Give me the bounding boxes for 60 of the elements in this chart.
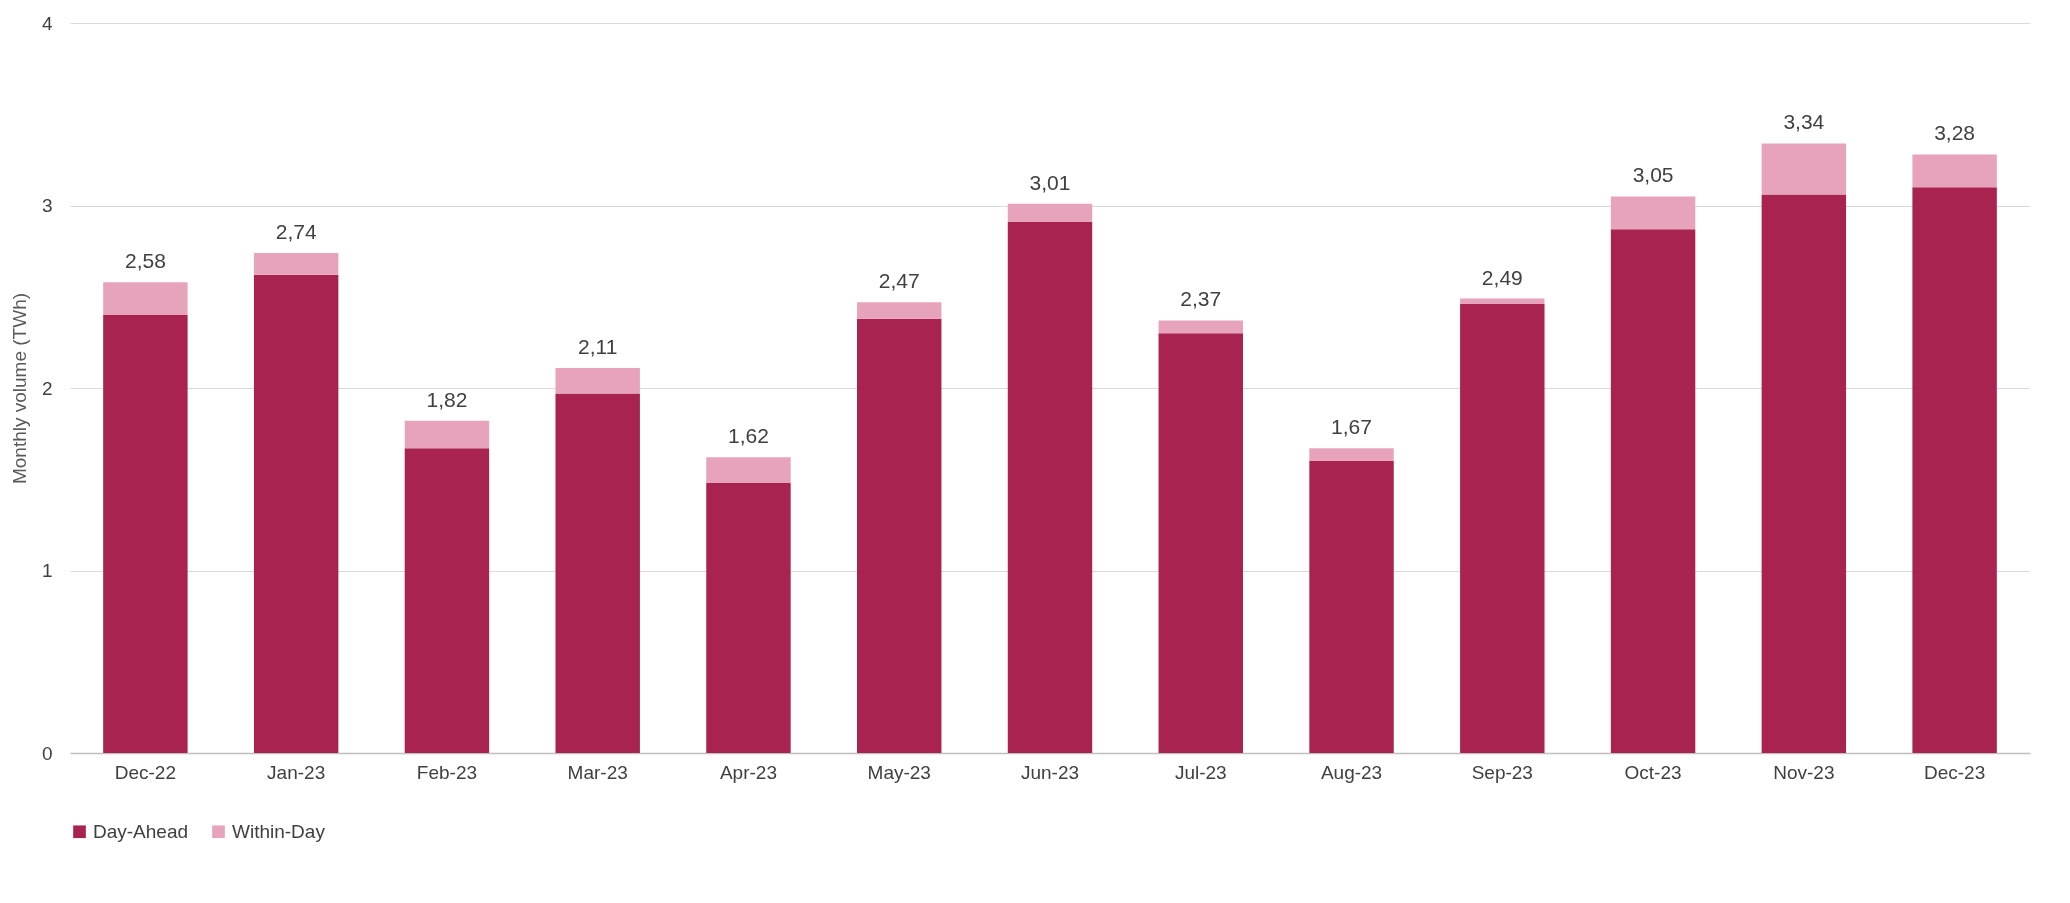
bar (404, 420, 490, 449)
bar (1912, 154, 1997, 188)
bar (404, 448, 490, 753)
bar (555, 393, 640, 753)
legend-label: Within-Day (232, 820, 326, 842)
bar (1460, 304, 1545, 753)
total-label: 1,62 (728, 424, 769, 448)
bar (253, 274, 339, 753)
bar (1158, 333, 1243, 753)
total-label: 2,47 (878, 269, 920, 293)
x-tick-label: Apr-23 (719, 761, 777, 783)
y-tick-label: 1 (41, 560, 53, 581)
bar (1158, 320, 1243, 334)
bar (1761, 143, 1847, 195)
total-label: 3,34 (1783, 110, 1825, 134)
x-tick-label: Feb-23 (416, 761, 478, 783)
total-label: 3,05 (1632, 163, 1674, 187)
bar (1309, 448, 1394, 461)
bar (1309, 461, 1394, 753)
y-tick-label: 0 (41, 742, 53, 764)
total-label: 2,37 (1180, 287, 1222, 311)
x-tick-label: Oct-23 (1624, 761, 1682, 783)
bar (103, 315, 188, 753)
x-tick-label: Dec-23 (1923, 761, 1986, 783)
bar (1912, 187, 1997, 753)
legend-label: Day-Ahead (93, 820, 189, 842)
bar (1610, 196, 1696, 230)
bar (1007, 203, 1093, 222)
total-label: 3,28 (1934, 121, 1976, 145)
y-axis-title: Monthly volume (TWh) (8, 292, 30, 485)
x-tick-label: Jan-23 (267, 761, 326, 783)
x-tick-label: Nov-23 (1773, 761, 1835, 783)
y-tick-label: 4 (41, 12, 53, 34)
x-tick-label: Mar-23 (567, 761, 628, 783)
bar (253, 252, 339, 275)
total-label: 1,67 (1331, 415, 1372, 439)
x-tick-label: Dec-22 (114, 761, 177, 783)
x-tick-label: Aug-23 (1320, 761, 1383, 783)
bar (1610, 229, 1696, 753)
bar (857, 302, 942, 319)
x-tick-label: May-23 (867, 761, 931, 783)
bar (706, 482, 791, 753)
bar (857, 318, 942, 753)
total-label: 3,01 (1029, 170, 1071, 194)
total-label: 2,58 (124, 249, 166, 273)
bar (1460, 298, 1545, 305)
total-label: 2,11 (578, 334, 618, 358)
x-tick-label: Jun-23 (1020, 761, 1080, 783)
bar (1007, 221, 1093, 753)
x-tick-label: Sep-23 (1471, 761, 1533, 783)
total-label: 2,49 (1481, 265, 1523, 289)
x-tick-label: Jul-23 (1174, 761, 1227, 783)
total-label: 2,74 (275, 219, 317, 243)
bar (706, 457, 791, 483)
bar (103, 282, 188, 315)
y-tick-label: 2 (41, 377, 53, 399)
bar (555, 367, 640, 394)
y-tick-label: 3 (41, 195, 53, 216)
total-label: 1,82 (426, 387, 468, 411)
bar (1761, 194, 1847, 753)
